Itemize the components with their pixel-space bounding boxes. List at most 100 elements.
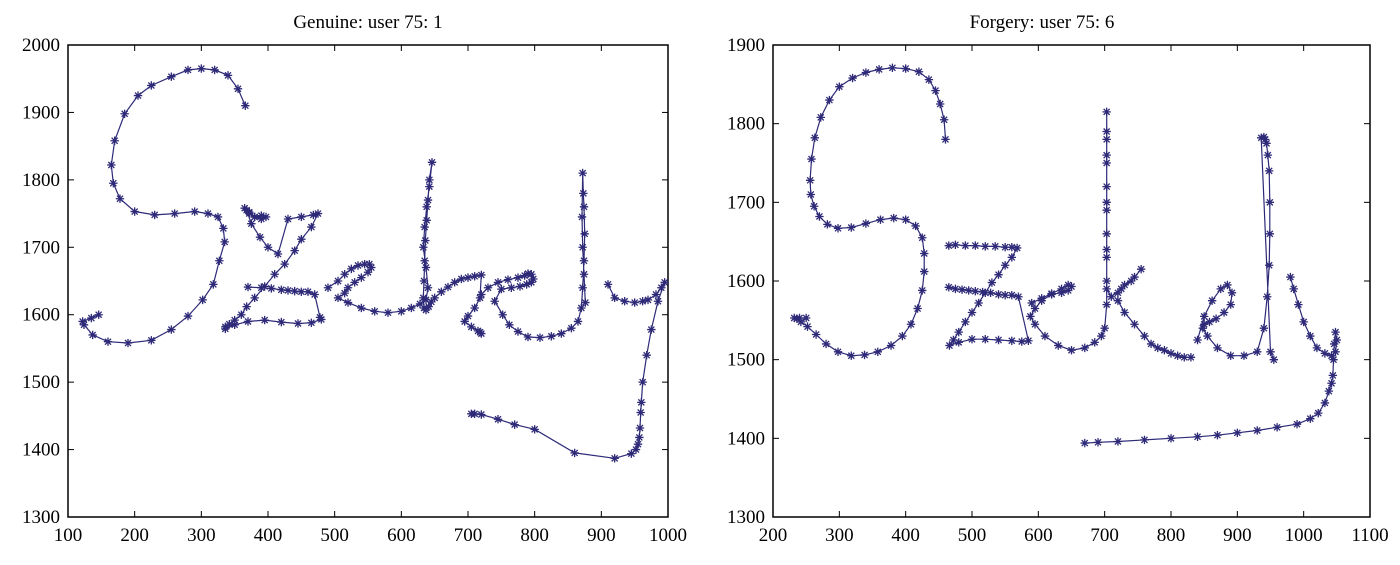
data-point-marker bbox=[283, 214, 293, 224]
data-point-marker bbox=[397, 307, 406, 316]
data-point-marker bbox=[123, 338, 133, 348]
data-point-marker bbox=[547, 332, 556, 341]
data-point-marker bbox=[1037, 296, 1046, 305]
data-point-marker bbox=[1102, 276, 1111, 286]
data-point-marker bbox=[918, 233, 927, 242]
data-point-marker bbox=[1102, 135, 1111, 144]
y-tick-label: 2000 bbox=[22, 35, 60, 56]
data-point-marker bbox=[463, 311, 473, 321]
data-point-marker bbox=[219, 224, 228, 233]
y-tick-label: 1900 bbox=[22, 102, 60, 123]
data-point-marker bbox=[477, 329, 486, 338]
data-point-marker bbox=[809, 202, 819, 211]
data-point-marker bbox=[270, 270, 279, 279]
data-point-marker bbox=[370, 307, 379, 316]
y-tick-label: 1400 bbox=[22, 440, 60, 461]
data-point-marker bbox=[578, 243, 587, 252]
data-point-marker bbox=[1227, 288, 1237, 297]
data-point-marker bbox=[523, 269, 533, 278]
data-point-marker bbox=[115, 194, 125, 203]
data-point-marker bbox=[1090, 338, 1099, 347]
data-point-marker bbox=[427, 158, 437, 167]
x-tick-label: 800 bbox=[520, 525, 549, 546]
data-point-marker bbox=[1146, 339, 1156, 349]
data-point-marker bbox=[1205, 317, 1214, 327]
data-point-marker bbox=[422, 202, 431, 212]
y-tick-label: 1500 bbox=[727, 350, 765, 371]
data-point-marker bbox=[365, 259, 374, 269]
data-point-marker bbox=[790, 313, 799, 323]
data-point-marker bbox=[357, 303, 366, 313]
data-point-marker bbox=[230, 320, 239, 330]
data-point-marker bbox=[581, 298, 590, 307]
data-point-marker bbox=[792, 314, 802, 323]
y-tick-label: 1700 bbox=[727, 192, 765, 213]
y-tick-label: 1600 bbox=[22, 305, 60, 326]
data-point-marker bbox=[407, 303, 416, 313]
data-point-marker bbox=[423, 195, 433, 205]
data-point-marker bbox=[1102, 206, 1111, 215]
data-point-marker bbox=[886, 341, 896, 350]
data-point-marker bbox=[1067, 282, 1076, 291]
series-line bbox=[471, 281, 666, 459]
data-point-marker bbox=[425, 175, 434, 185]
data-point-marker bbox=[221, 324, 230, 334]
data-point-marker bbox=[360, 259, 369, 269]
data-point-marker bbox=[627, 449, 636, 458]
data-point-marker bbox=[901, 215, 910, 224]
data-point-marker bbox=[293, 319, 303, 328]
data-point-marker bbox=[1306, 331, 1315, 341]
data-point-marker bbox=[1327, 351, 1336, 360]
data-point-marker bbox=[991, 242, 1000, 251]
data-point-marker bbox=[323, 283, 333, 292]
data-point-marker bbox=[283, 286, 293, 295]
data-point-marker bbox=[1102, 182, 1111, 191]
data-point-marker bbox=[263, 243, 273, 252]
data-point-marker bbox=[350, 278, 359, 287]
data-point-marker bbox=[307, 318, 316, 328]
x-tick-label: 400 bbox=[254, 525, 283, 546]
data-point-marker bbox=[1140, 435, 1149, 445]
data-point-marker bbox=[579, 256, 589, 265]
data-point-marker bbox=[967, 308, 977, 317]
data-point-marker bbox=[333, 276, 343, 286]
data-point-marker bbox=[805, 176, 815, 185]
data-point-marker bbox=[530, 425, 539, 434]
data-point-marker bbox=[183, 311, 193, 321]
data-point-marker bbox=[315, 313, 325, 322]
data-point-marker bbox=[801, 313, 811, 323]
data-point-marker bbox=[198, 295, 207, 305]
data-point-marker bbox=[419, 293, 428, 303]
data-point-marker bbox=[1000, 290, 1010, 300]
data-point-marker bbox=[811, 330, 821, 339]
data-point-marker bbox=[1030, 320, 1040, 329]
x-tick-label: 500 bbox=[958, 525, 987, 546]
data-point-marker bbox=[503, 275, 513, 284]
data-point-marker bbox=[631, 445, 641, 454]
data-point-marker bbox=[290, 286, 299, 296]
data-point-marker bbox=[610, 293, 619, 303]
data-point-marker bbox=[147, 81, 156, 90]
data-point-marker bbox=[333, 293, 343, 303]
data-point-marker bbox=[1213, 343, 1222, 353]
data-point-marker bbox=[513, 273, 523, 282]
forgery-signature-panel: Forgery: user 75: 6 200 300 400 500 600 700 80… bbox=[727, 12, 1389, 546]
data-point-marker bbox=[167, 72, 176, 81]
data-point-marker bbox=[1193, 432, 1202, 441]
data-point-marker bbox=[1063, 280, 1073, 290]
data-point-marker bbox=[103, 337, 113, 346]
data-point-marker bbox=[209, 280, 218, 289]
data-point-marker bbox=[225, 319, 234, 329]
data-point-marker bbox=[630, 298, 639, 307]
data-point-marker bbox=[647, 325, 656, 334]
data-point-marker bbox=[1332, 335, 1342, 345]
data-point-marker bbox=[638, 377, 647, 387]
y-tick-label: 1600 bbox=[727, 271, 765, 292]
data-point-marker bbox=[653, 297, 663, 306]
data-point-marker bbox=[861, 219, 871, 228]
data-point-marker bbox=[1259, 324, 1269, 333]
data-point-marker bbox=[1272, 423, 1282, 432]
data-point-marker bbox=[944, 241, 953, 250]
data-point-marker bbox=[913, 304, 922, 313]
